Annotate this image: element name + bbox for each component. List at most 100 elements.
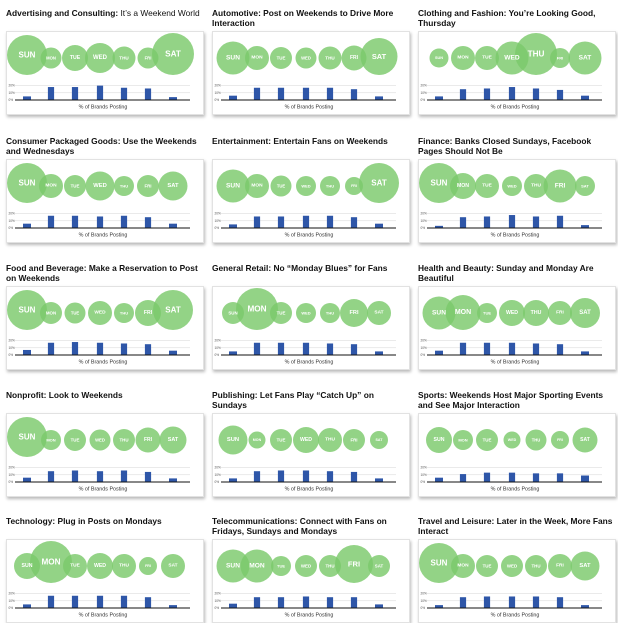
y-tick-label: 0% xyxy=(9,353,14,357)
bar-tue xyxy=(277,470,285,482)
bar-thu xyxy=(532,88,540,100)
y-tick-label: 20% xyxy=(9,84,16,88)
day-bubble-thu xyxy=(113,429,135,451)
bar-sun xyxy=(23,96,31,100)
bar-tue xyxy=(483,342,491,355)
bar-thu xyxy=(326,471,334,482)
bar-thu xyxy=(532,473,540,482)
day-bubble-label: TUE xyxy=(71,438,80,443)
bar-sun xyxy=(435,605,443,608)
bubble-bar-chart: SUN MON TUE WED THU FRI SAT 20% 10% 0% % of Brands… xyxy=(421,295,602,366)
x-axis-label: % of Brands Posting xyxy=(285,613,334,619)
bar-mon xyxy=(459,217,467,228)
day-bubble-label: MON xyxy=(249,563,265,570)
day-bubble-label: SUN xyxy=(22,563,33,569)
bar-mon xyxy=(253,216,261,228)
y-tick-label: 20% xyxy=(215,339,222,343)
day-bubble-tue xyxy=(270,47,292,69)
bar-fri xyxy=(556,473,564,482)
day-bubble-label: MON xyxy=(46,438,55,443)
day-bubble-label: WED xyxy=(504,55,520,62)
y-tick-label: 20% xyxy=(215,592,222,596)
bar-wed xyxy=(96,85,104,100)
day-bubble-sat xyxy=(153,290,193,330)
x-axis-label: % of Brands Posting xyxy=(491,360,540,366)
bar-sun xyxy=(23,349,31,355)
day-bubble-label: TUE xyxy=(71,311,80,316)
day-bubble-label: MON xyxy=(41,558,60,567)
chart-title-main: Telecommunications: Connect with Fans on… xyxy=(212,516,387,536)
x-axis-label: % of Brands Posting xyxy=(79,487,128,493)
bar-sat xyxy=(581,475,589,482)
chart-title-main: Finance: Banks Closed Sundays, Facebook … xyxy=(418,136,592,156)
day-bubble-fri xyxy=(137,175,159,197)
day-bubble-wed xyxy=(89,429,111,451)
day-bubble-tue xyxy=(62,45,88,71)
day-bubble-label: SAT xyxy=(165,50,181,59)
bar-sun xyxy=(435,225,443,228)
day-bubble-label: SAT xyxy=(375,564,384,569)
bar-thu xyxy=(120,215,128,228)
day-bubble-label: FRI xyxy=(557,438,563,442)
day-bubble-sun xyxy=(216,549,250,583)
day-bubble-tue xyxy=(475,174,499,198)
bar-fri xyxy=(556,215,564,228)
day-bubble-sat xyxy=(158,171,188,201)
day-bubble-sun xyxy=(216,169,250,203)
bubble-bar-chart: SUN MON TUE WED THU FRI SAT 20% 10% 0% % of Brands… xyxy=(421,33,602,111)
day-bubble-label: WED xyxy=(301,184,310,189)
bar-sat xyxy=(169,350,177,355)
x-axis-label: % of Brands Posting xyxy=(491,105,540,111)
day-bubble-label: TUE xyxy=(70,55,81,61)
day-bubble-label: TUE xyxy=(483,311,491,316)
day-bubble-label: WED xyxy=(93,55,108,61)
y-tick-label: 20% xyxy=(9,339,16,343)
bar-fri xyxy=(350,344,358,355)
bar-mon xyxy=(47,342,55,355)
day-bubble-label: SAT xyxy=(167,183,179,189)
y-tick-label: 0% xyxy=(9,98,14,102)
y-tick-label: 0% xyxy=(215,98,220,102)
y-tick-label: 0% xyxy=(215,606,220,610)
bar-fri xyxy=(350,471,358,482)
day-bubble-label: TUE xyxy=(277,564,285,569)
bubble-bar-chart: SUN MON TUE WED THU FRI SAT 20% 10% 0% % of Brands… xyxy=(7,417,190,493)
y-tick-label: 20% xyxy=(421,84,428,88)
bubble-bar-chart: SUN MON TUE WED THU FRI SAT 20% 10% 0% % of Brands… xyxy=(215,38,398,111)
day-bubble-fri xyxy=(543,169,577,203)
bar-fri xyxy=(350,217,358,228)
day-bubble-label: SUN xyxy=(435,56,443,60)
x-axis-label: % of Brands Posting xyxy=(491,233,540,239)
chart-title: Advertising and Consulting: It’s a Weeke… xyxy=(6,8,204,18)
day-bubble-mon xyxy=(40,302,62,324)
day-bubble-label: WED xyxy=(95,438,105,443)
bar-fri xyxy=(350,597,358,608)
bar-tue xyxy=(277,87,285,100)
bar-mon xyxy=(253,471,261,482)
day-bubble-label: WED xyxy=(507,564,517,569)
day-bubble-mon xyxy=(451,554,475,578)
chart-card: SUN MON TUE WED THU FRI SAT 20% 10% 0% % of Brands… xyxy=(212,159,410,243)
bar-sat xyxy=(375,604,383,608)
y-tick-label: 10% xyxy=(421,346,428,350)
day-bubble-tue xyxy=(271,556,291,576)
bubble-bar-chart: SUN MON TUE WED THU FRI SAT 20% 10% 0% % of Brands… xyxy=(9,541,190,619)
chart-card: SUN MON TUE WED THU FRI SAT 20% 10% 0% % of Brands… xyxy=(418,159,616,243)
bar-tue xyxy=(71,87,79,100)
chart-title-main: Publishing: Let Fans Play “Catch Up” on … xyxy=(212,390,374,410)
day-bubble-wed xyxy=(295,555,317,577)
day-bubble-label: MON xyxy=(457,183,469,189)
chart-card: SUN MON TUE WED THU FRI SAT 20% 10% 0% % of Brands… xyxy=(6,539,204,623)
chart-title: Automotive: Post on Weekends to Drive Mo… xyxy=(212,8,410,28)
day-bubble-thu xyxy=(318,46,342,70)
bar-wed xyxy=(96,471,104,482)
day-bubble-label: SAT xyxy=(374,310,383,316)
bar-tue xyxy=(277,597,285,608)
day-bubble-mon xyxy=(41,430,61,450)
day-bubble-label: MON xyxy=(458,438,467,443)
chart-title: Travel and Leisure: Later in the Week, M… xyxy=(418,516,616,536)
bar-mon xyxy=(47,471,55,482)
day-bubble-wed xyxy=(295,47,317,69)
y-tick-label: 0% xyxy=(421,353,426,357)
y-tick-label: 0% xyxy=(9,226,14,230)
